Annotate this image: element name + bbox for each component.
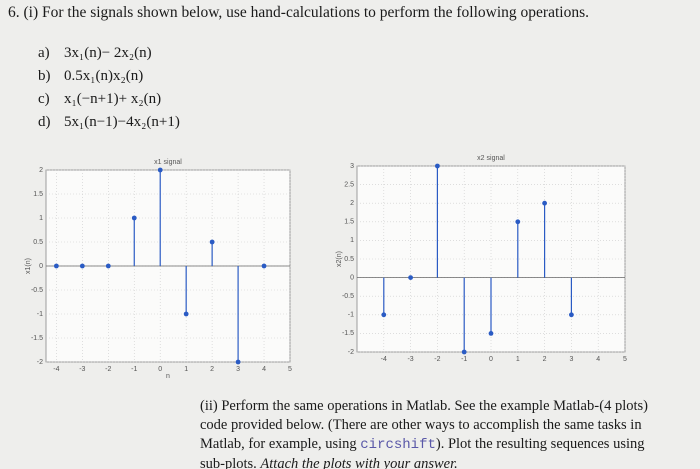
stem-marker (381, 312, 387, 318)
stem-marker (435, 163, 440, 169)
x-tick-label: -1 (461, 356, 467, 363)
y-tick-label: 0.5 (33, 239, 43, 246)
item-label: c) (38, 91, 50, 107)
x-tick-label: 2 (210, 366, 214, 373)
item-text: x₁(−n+1)+ x₂(n) (64, 91, 162, 107)
text: (ii) Perform the same operations in Matl… (200, 398, 642, 452)
item-label: a) (38, 45, 50, 61)
stem-marker (515, 219, 521, 225)
y-tick-label: 1.5 (344, 219, 354, 226)
item-list: a) 3x₁(n)− 2x₂(n) b) 0.5x₁(n)x₂(n) c) x₁(−n+1… (38, 42, 180, 134)
y-tick-label: 0 (39, 263, 43, 270)
y-tick-label: -2 (37, 359, 43, 366)
y-tick-label: 1 (39, 215, 43, 222)
y-tick-label: 0 (350, 274, 354, 281)
stem-marker (183, 311, 189, 317)
item-label: b) (38, 68, 51, 84)
item: d) 5x₁(n−1)−4x₂(n+1) (38, 111, 180, 134)
x-tick-label: 3 (569, 356, 573, 363)
text: ). Plot the resulting sequences using su… (200, 436, 645, 469)
x-tick-label: 0 (489, 356, 493, 363)
y-tick-label: 2 (350, 200, 354, 207)
question-title: 6. (i) For the signals shown below, use … (8, 4, 589, 21)
x-tick-label: -4 (53, 366, 59, 373)
x-tick-label: 2 (543, 356, 547, 363)
stem-marker (105, 263, 111, 269)
points: (4 plots) (599, 398, 648, 414)
item: c) x₁(−n+1)+ x₂(n) (38, 88, 180, 111)
stem-marker (542, 200, 547, 206)
x-tick-label: 5 (623, 356, 627, 363)
stem-marker (235, 359, 241, 365)
item-text: 5x₁(n−1)−4x₂(n+1) (64, 114, 180, 130)
x-tick-label: 4 (596, 356, 600, 363)
y-tick-label: 3 (350, 163, 354, 170)
y-tick-label: 2 (39, 167, 43, 174)
y-tick-label: 0.5 (344, 256, 354, 263)
stem-marker (408, 275, 413, 280)
y-tick-label: 2.5 (344, 181, 354, 188)
y-tick-label: -1 (348, 312, 354, 319)
code: circshift (360, 437, 436, 453)
item-text: 0.5x₁(n)x₂(n) (64, 68, 144, 84)
x-tick-label: 1 (516, 356, 520, 363)
x-tick-label: -3 (407, 356, 413, 363)
chart-title: x1 signal (154, 159, 182, 166)
item-label: d) (38, 114, 51, 130)
y-tick-label: -1.5 (342, 330, 354, 337)
x-axis-label: n (166, 373, 170, 380)
stem-marker (261, 263, 267, 269)
x-tick-label: -4 (381, 356, 387, 363)
part-two: (4 plots) (ii) Perform the same operation… (200, 397, 648, 469)
item: b) 0.5x₁(n)x₂(n) (38, 65, 180, 88)
stem-marker (461, 349, 467, 355)
x-tick-label: 3 (236, 366, 240, 373)
x-tick-label: -1 (131, 366, 137, 373)
x-tick-label: 1 (184, 366, 188, 373)
item: a) 3x₁(n)− 2x₂(n) (38, 42, 180, 65)
stem-marker (53, 263, 59, 269)
y-tick-label: -1 (37, 311, 43, 318)
emphasis: Attach the plots with your answer. (260, 456, 458, 469)
y-tick-label: 1.5 (33, 191, 43, 198)
x-tick-label: -2 (434, 356, 440, 363)
x-tick-label: 4 (262, 366, 266, 373)
y-tick-label: -0.5 (31, 287, 43, 294)
x-tick-label: -2 (105, 366, 111, 373)
stem-marker (131, 215, 137, 221)
x-tick-label: -3 (79, 366, 85, 373)
y-tick-label: 1 (350, 237, 354, 244)
stem-marker (488, 331, 494, 336)
y-tick-label: -2 (348, 349, 354, 356)
stem-marker (569, 312, 574, 318)
y-tick-label: -1.5 (31, 335, 43, 342)
item-text: 3x₁(n)− 2x₂(n) (64, 45, 152, 61)
y-axis-label: x2(n) (336, 251, 343, 267)
x-tick-label: 0 (158, 366, 162, 373)
chart-title: x2 signal (477, 155, 505, 162)
stem-marker (209, 239, 215, 245)
stem-marker (157, 167, 163, 173)
stem-marker (79, 263, 85, 269)
y-tick-label: -0.5 (342, 293, 354, 300)
x-tick-label: 5 (288, 366, 292, 373)
y-axis-label: x1(n) (25, 258, 32, 274)
